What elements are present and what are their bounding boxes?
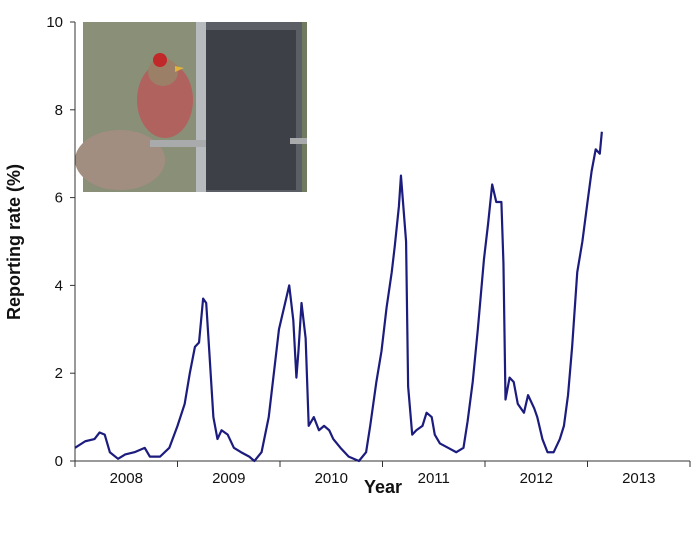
y-tick-label: 4 — [55, 277, 63, 294]
x-tick-label: 2011 — [418, 470, 450, 487]
x-tick-label: 2009 — [212, 470, 245, 487]
x-tick-label: 2010 — [315, 470, 348, 487]
data-line — [74, 131, 603, 463]
photo — [75, 22, 307, 192]
y-tick-label: 6 — [55, 190, 63, 207]
y-tick-label: 8 — [55, 102, 63, 119]
y-tick-label: 0 — [55, 453, 63, 470]
x-axis-title: Year — [364, 477, 402, 497]
y-tick-label: 10 — [46, 14, 63, 31]
y-axis-title: Reporting rate (%) — [4, 164, 24, 320]
y-tick-label: 2 — [55, 365, 63, 382]
x-tick-label: 2013 — [622, 470, 655, 487]
x-tick-label: 2012 — [520, 470, 553, 487]
x-tick-label: 2008 — [110, 470, 143, 487]
